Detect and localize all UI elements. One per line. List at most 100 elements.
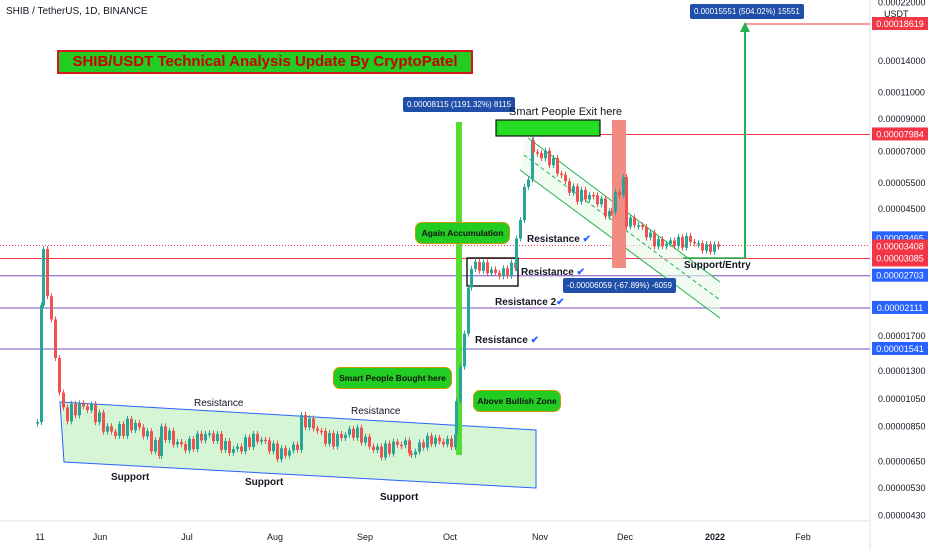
candle-body — [502, 268, 505, 277]
candle-body — [600, 198, 603, 205]
candle-body — [252, 433, 255, 448]
price-label-text: 0.00003085 — [876, 253, 924, 263]
candle-body — [200, 433, 203, 441]
candle-body — [86, 406, 89, 411]
candle-body — [42, 249, 45, 306]
candle-body — [154, 440, 157, 452]
check-icon: ✔ — [576, 267, 585, 278]
measurement-label-drop: -0.00006059 (-67.89%) -6059 — [563, 278, 676, 293]
candle-body — [705, 244, 708, 251]
candle-body — [146, 431, 149, 437]
x-tick-label: Feb — [795, 532, 811, 542]
candle-body — [568, 181, 571, 193]
candle-body — [90, 404, 93, 411]
candle-body — [376, 446, 379, 451]
candle-body — [576, 186, 579, 202]
x-tick-label: Sep — [357, 532, 373, 542]
candle-body — [442, 441, 445, 445]
candle-body — [192, 438, 195, 450]
candle-body — [256, 433, 259, 442]
candle-body — [470, 268, 473, 288]
candle-body — [681, 236, 684, 248]
resistance-label-mid: Resistance ✔ — [521, 267, 585, 278]
candle-body — [482, 262, 485, 271]
measurement-label-rally: 0.00008115 (1191.32%) 8115 — [403, 97, 516, 112]
candle-body — [232, 449, 235, 453]
price-label: 0.00018619 — [872, 17, 928, 30]
analysis-title: SHIB/USDT Technical Analysis Update By C… — [57, 50, 473, 74]
candle-body — [168, 430, 171, 440]
candle-body — [384, 443, 387, 458]
x-tick-label: Jul — [181, 532, 193, 542]
candle-body — [633, 217, 636, 226]
symbol-header[interactable]: SHIB / TetherUS, 1D, BINANCE — [6, 6, 148, 17]
support-entry-label: Support/Entry — [684, 260, 751, 271]
price-label-text: 0.00001541 — [876, 344, 924, 354]
candle-body — [669, 240, 672, 244]
candle-body — [515, 238, 518, 269]
candle-body — [122, 423, 125, 436]
candle-body — [292, 444, 295, 451]
candle-body — [102, 412, 105, 432]
price-label-box — [872, 342, 928, 355]
price-label-box — [872, 239, 928, 253]
candle-body — [572, 186, 575, 193]
y-tick-label: 0.00007000 — [878, 147, 926, 157]
price-label-box — [872, 17, 928, 30]
candle-body — [548, 150, 551, 166]
candle-body — [212, 433, 215, 442]
candle-body — [184, 444, 187, 451]
candle-body — [54, 319, 57, 358]
candle-body — [288, 450, 291, 456]
candle-body — [713, 244, 716, 252]
y-tick-label: 0.00004500 — [878, 204, 926, 214]
y-tick-label: 0.00000430 — [878, 510, 926, 520]
candle-body — [58, 357, 61, 393]
candle-body — [494, 269, 497, 273]
candle-body — [126, 418, 129, 436]
candle-body — [264, 439, 267, 442]
candle-body — [400, 444, 403, 447]
support-label-1: Support — [111, 472, 150, 483]
candle-body — [82, 403, 85, 407]
check-icon: ✔ — [556, 297, 565, 308]
candle-body — [657, 239, 660, 247]
candle-body — [106, 426, 109, 432]
candle-body — [372, 446, 375, 451]
y-tick-label: 0.00000650 — [878, 457, 926, 467]
exit-zone-box — [495, 119, 601, 137]
candle-body — [486, 262, 489, 274]
candle-body — [592, 194, 595, 197]
candle-body — [584, 189, 587, 200]
x-tick-label: Dec — [617, 532, 634, 542]
candle-body — [280, 448, 283, 460]
price-label-text: 0.00002703 — [876, 271, 924, 281]
callout-above-bullish-zone: Above Bullish Zone — [473, 390, 561, 412]
candle-body — [392, 441, 395, 454]
candle-body — [396, 441, 399, 445]
candle-body — [188, 438, 191, 451]
candle-body — [661, 239, 664, 247]
candle-body — [224, 441, 227, 450]
candle-body — [455, 401, 458, 435]
candle-body — [36, 422, 39, 424]
candle-body — [380, 446, 383, 458]
candle-body — [596, 195, 599, 205]
candle-body — [498, 272, 501, 277]
candle-body — [645, 227, 648, 238]
candle-body — [260, 439, 263, 442]
candle-body — [467, 287, 470, 334]
candle-body — [50, 296, 53, 320]
measurement-label-target: 0.00015551 (504.02%) 15551 — [690, 4, 804, 19]
candle-body — [228, 441, 231, 453]
y-tick-label: 0.00000530 — [878, 483, 926, 493]
candle-body — [625, 177, 628, 227]
candle-body — [130, 418, 133, 431]
candle-body — [276, 443, 279, 460]
candle-body — [614, 191, 617, 213]
price-label: 0.00002703 — [872, 268, 928, 282]
candle-body — [244, 437, 247, 452]
candle-body — [580, 189, 583, 202]
candle-body — [220, 433, 223, 450]
